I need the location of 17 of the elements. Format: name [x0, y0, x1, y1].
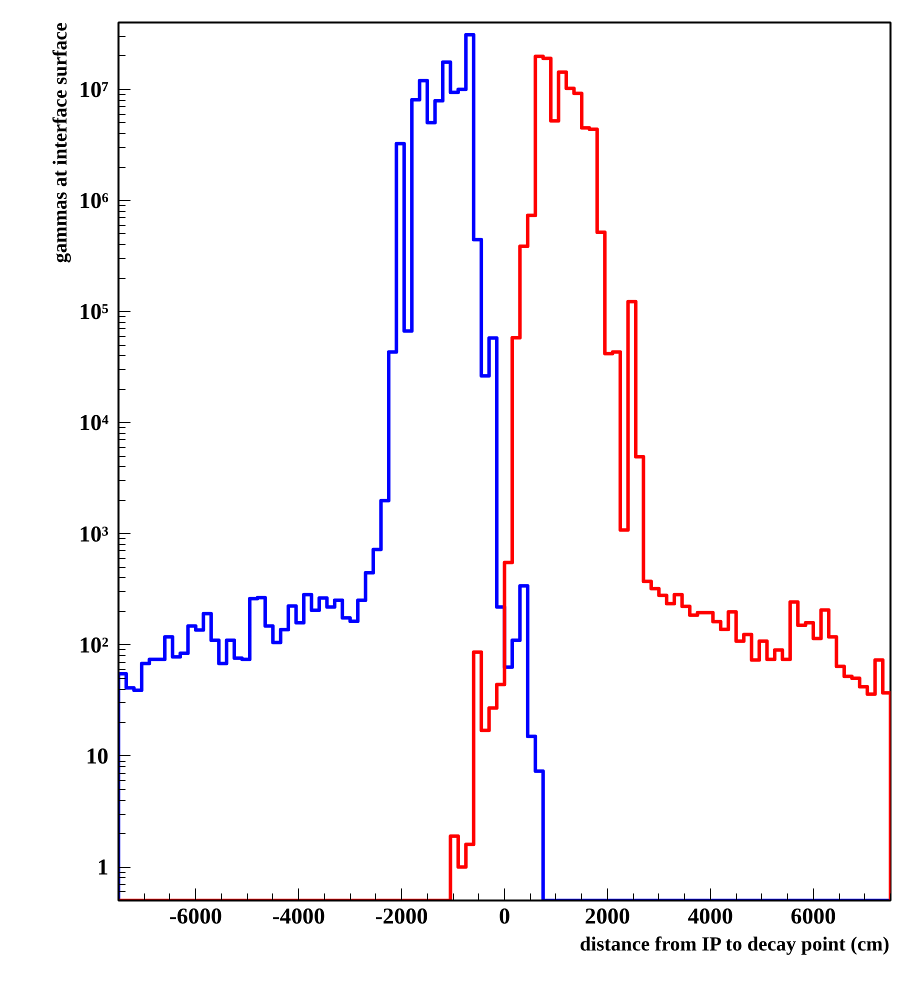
x-tick-label: -2000 [375, 904, 428, 928]
x-tick-label: 6000 [790, 904, 836, 928]
y-tick-label: 10⁶ [79, 188, 109, 213]
y-tick-label: 10⁴ [79, 410, 109, 436]
y-tick-label: 10 [86, 743, 108, 768]
x-tick-label: 2000 [584, 904, 630, 928]
x-tick-label: -6000 [169, 904, 222, 928]
y-tick-label: 10⁷ [79, 76, 109, 102]
x-tick-label: -4000 [272, 904, 326, 928]
y-tick-label: 10³ [79, 521, 109, 546]
y-tick-label: 10² [79, 632, 109, 658]
x-tick-label: 0 [498, 904, 510, 928]
y-tick-label: 10⁵ [79, 299, 109, 324]
y-tick-label: 1 [97, 854, 108, 880]
x-axis-title: distance from IP to decay point (cm) [580, 934, 890, 956]
y-axis-title: gammas at interface surface [50, 22, 72, 263]
x-tick-label: 4000 [688, 904, 734, 928]
